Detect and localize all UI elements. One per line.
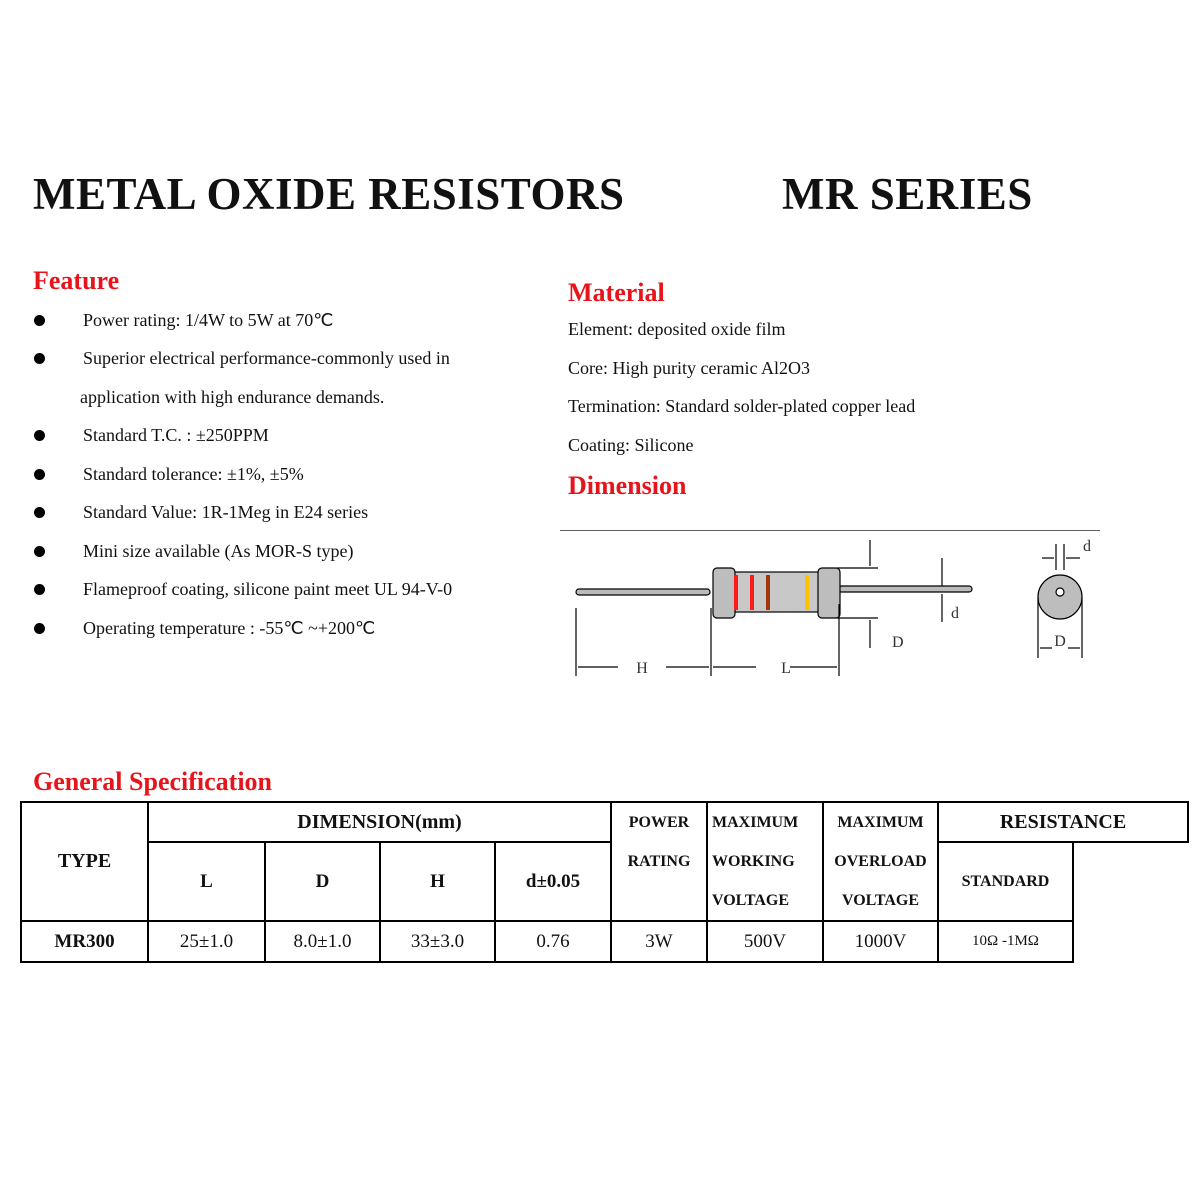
header-power-rating: POWER RATING	[610, 801, 708, 922]
label-H: H	[636, 660, 648, 677]
material-heading: Material	[568, 278, 665, 307]
feature-item: Standard tolerance: ±1%, ±5%	[83, 464, 304, 484]
header-dimension: DIMENSION(mm)	[147, 801, 612, 843]
material-item: Termination: Standard solder-plated copp…	[568, 396, 916, 416]
resistor-dimension-diagram: H L D d D d	[560, 530, 1100, 677]
bullet-icon	[34, 546, 45, 557]
feature-item: Standard Value: 1R-1Meg in E24 series	[83, 502, 369, 522]
header-resistance: RESISTANCE	[937, 801, 1189, 843]
bullet-icon	[34, 507, 45, 518]
label-D: D	[892, 634, 904, 651]
cell-working-voltage: 500V	[706, 920, 824, 963]
cell-d: 0.76	[494, 920, 612, 963]
bullet-icon	[34, 315, 45, 326]
header-text: POWER	[628, 814, 690, 831]
color-band	[766, 575, 770, 610]
dimension-heading: Dimension	[568, 471, 687, 500]
feature-item: Standard T.C. : ±250PPM	[83, 425, 269, 445]
header-text: OVERLOAD	[834, 853, 927, 870]
label-d: d	[951, 605, 959, 622]
right-cap	[817, 567, 841, 619]
end-label-d: d	[1083, 538, 1091, 555]
material-item: Core: High purity ceramic Al2O3	[568, 358, 810, 378]
left-lead	[575, 588, 711, 596]
end-view	[1037, 544, 1083, 658]
feature-item: Power rating: 1/4W to 5W at 70℃	[83, 310, 334, 330]
cell-L: 25±1.0	[147, 920, 266, 963]
bullet-icon	[34, 584, 45, 595]
color-band	[805, 575, 809, 610]
feature-item: Operating temperature : -55℃ ~+200℃	[83, 618, 376, 638]
series-title: MR SERIES	[782, 169, 1033, 219]
material-item: Coating: Silicone	[568, 435, 694, 455]
bullet-icon	[34, 353, 45, 364]
cell-overload-voltage: 1000V	[822, 920, 939, 963]
feature-item: Mini size available (As MOR-S type)	[83, 541, 354, 561]
left-cap	[712, 567, 736, 619]
bullet-icon	[34, 623, 45, 634]
header-text: VOLTAGE	[841, 892, 920, 909]
right-lead	[837, 585, 973, 593]
header-standard: STANDARD	[937, 841, 1074, 922]
feature-item: Flameproof coating, silicone paint meet …	[83, 579, 453, 599]
feature-item: Superior electrical performance-commonly…	[83, 348, 450, 368]
page-title: METAL OXIDE RESISTORS	[33, 169, 625, 219]
header-text: WORKING	[712, 853, 795, 870]
header-d: d±0.05	[494, 841, 612, 922]
header-D: D	[264, 841, 381, 922]
color-band	[750, 575, 754, 610]
header-type: TYPE	[20, 801, 149, 922]
feature-item-continuation: application with high endurance demands.	[80, 387, 385, 407]
header-text: VOLTAGE	[712, 892, 790, 909]
cell-type: MR300	[20, 920, 149, 963]
header-H: H	[379, 841, 496, 922]
bullet-icon	[34, 430, 45, 441]
material-item: Element: deposited oxide film	[568, 319, 786, 339]
end-label-D: D	[1054, 633, 1066, 650]
header-max-overload-voltage: MAXIMUM OVERLOAD VOLTAGE	[822, 801, 939, 922]
header-L: L	[147, 841, 266, 922]
cell-D: 8.0±1.0	[264, 920, 381, 963]
header-text: MAXIMUM	[837, 814, 924, 831]
feature-heading: Feature	[33, 266, 120, 295]
bullet-icon	[34, 469, 45, 480]
cell-standard-resistance: 10Ω -1MΩ	[937, 920, 1074, 963]
cell-H: 33±3.0	[379, 920, 496, 963]
cell-power: 3W	[610, 920, 708, 963]
header-text: MAXIMUM	[712, 814, 799, 831]
spec-heading: General Specification	[33, 767, 273, 796]
color-band	[734, 575, 738, 610]
label-L: L	[781, 660, 791, 677]
header-max-working-voltage: MAXIMUM WORKING VOLTAGE	[706, 801, 824, 922]
header-text: RATING	[627, 853, 691, 870]
